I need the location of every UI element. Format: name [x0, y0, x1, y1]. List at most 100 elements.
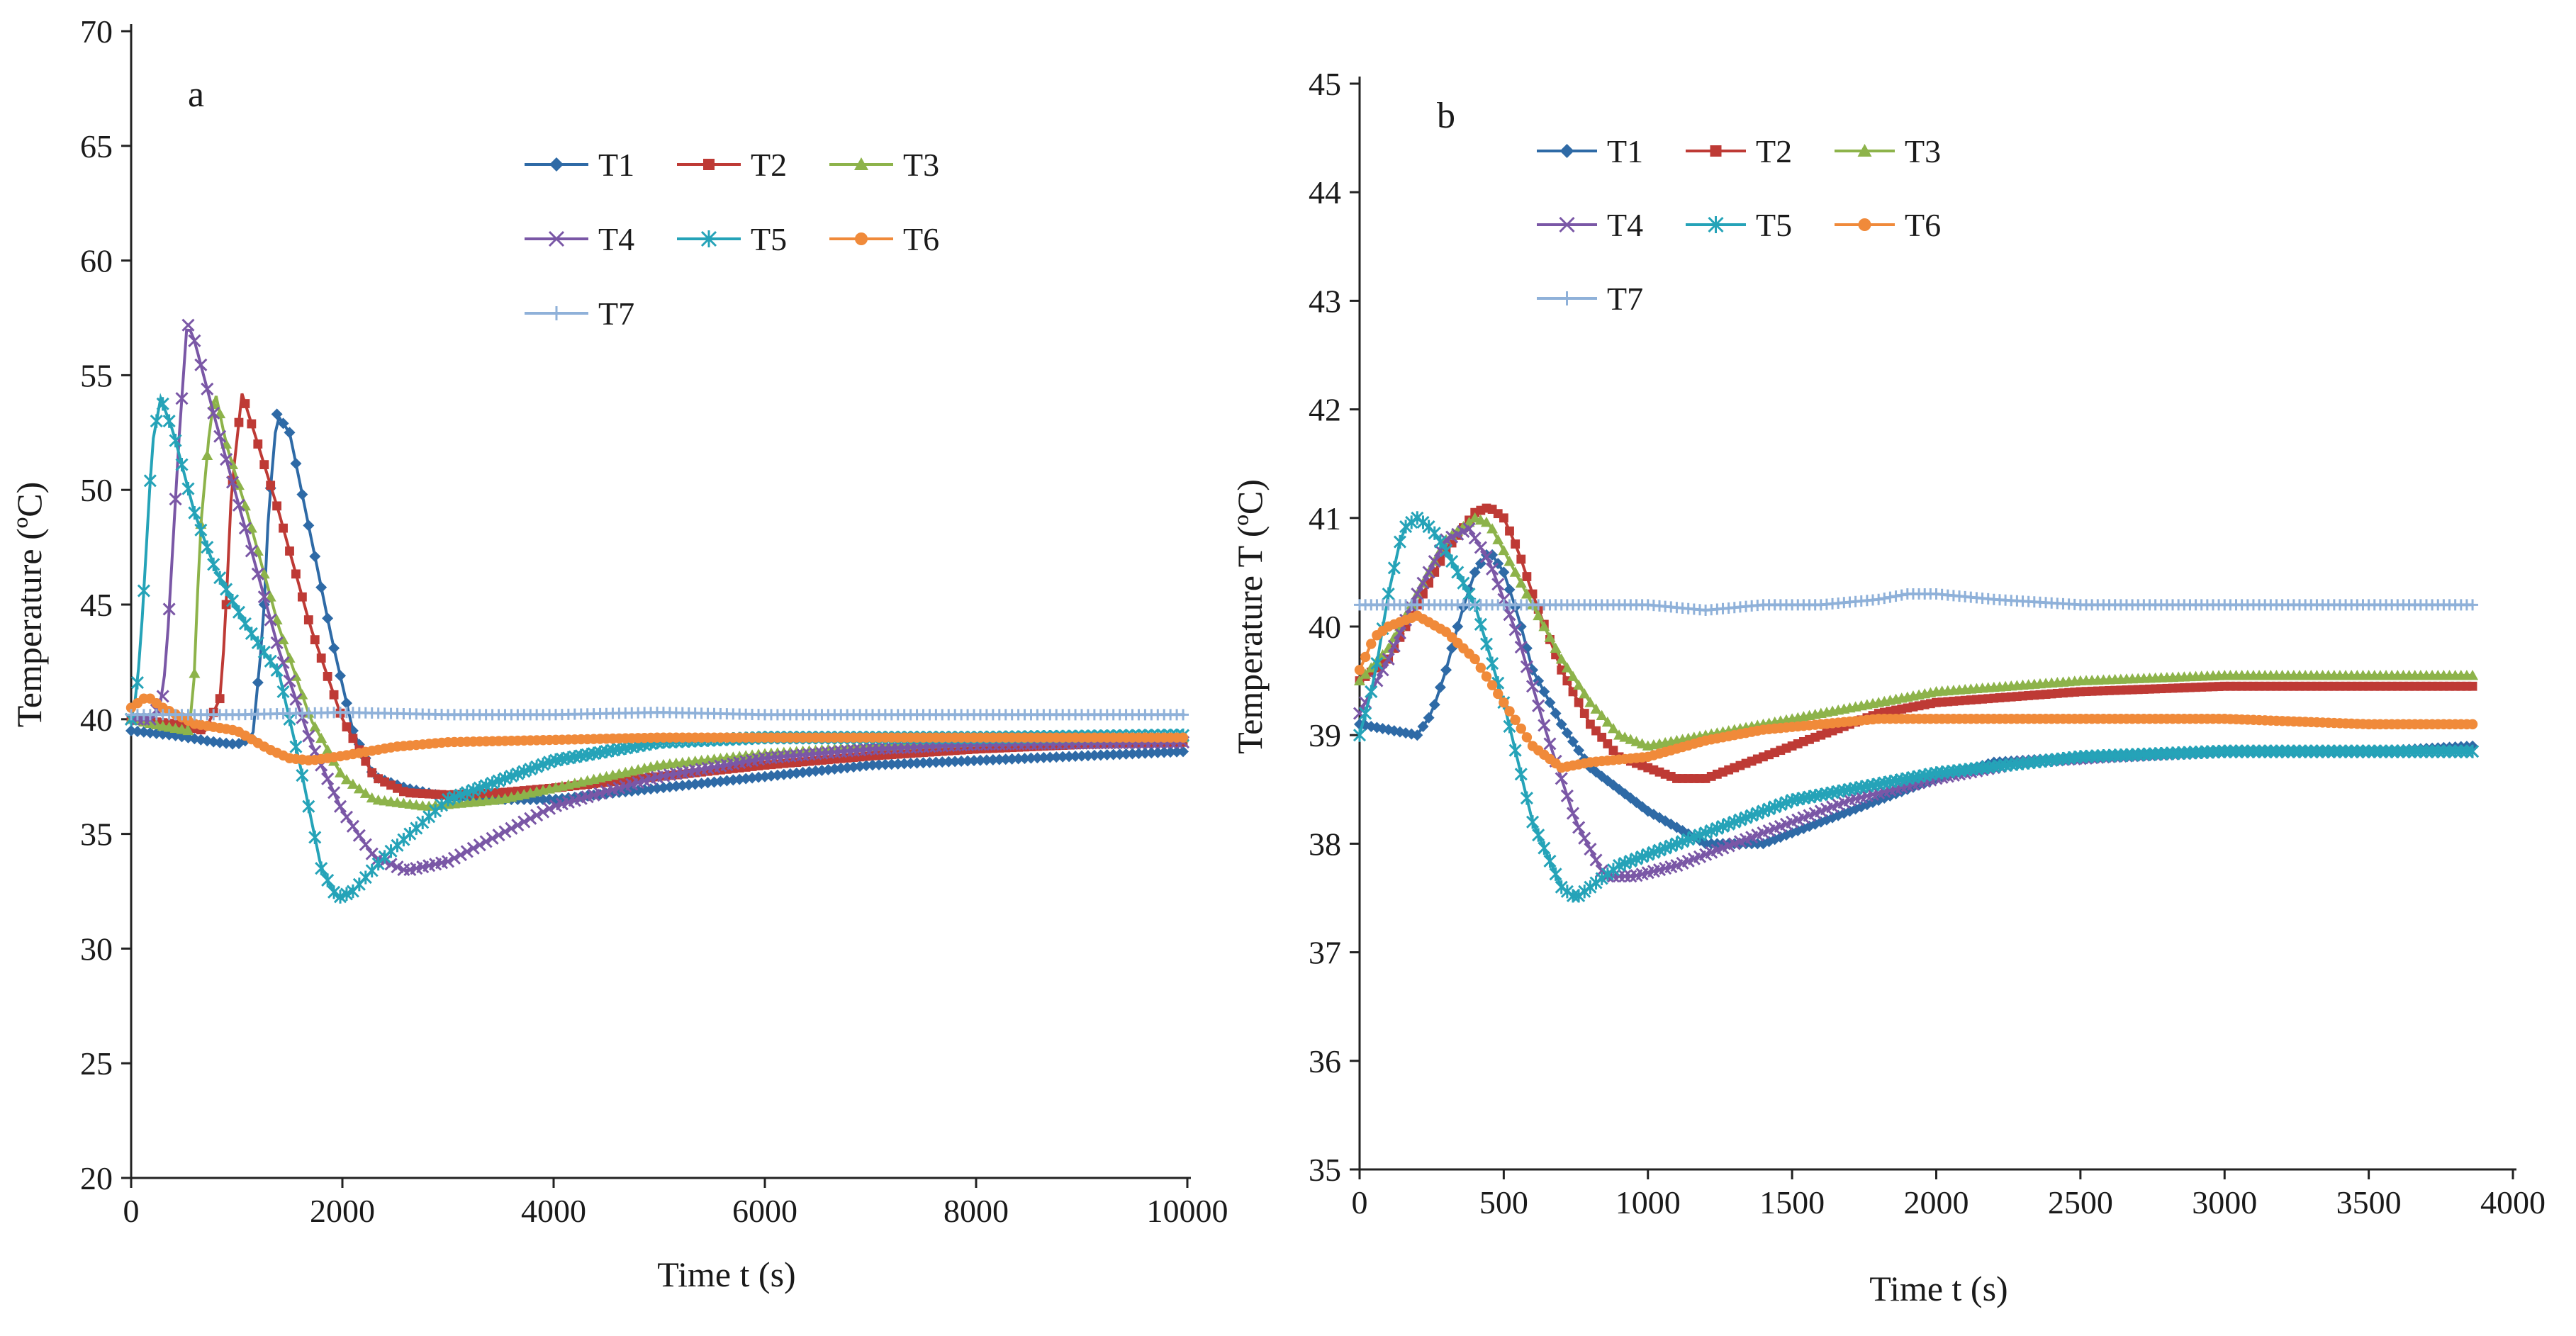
series-t4-marker [1520, 660, 1533, 673]
series-t6-marker [1481, 671, 1492, 682]
series-t5-marker [1387, 561, 1401, 575]
series-t3-marker [1555, 653, 1567, 664]
series-t4-marker [245, 544, 258, 558]
legend-item-t1: T1 [525, 147, 634, 183]
series-t4-marker [542, 802, 556, 815]
series-t5-marker [150, 414, 163, 428]
series-t6-marker [1354, 665, 1365, 675]
series-t4-marker [1572, 821, 1586, 834]
series-t5-marker [188, 505, 201, 520]
series-t4-marker [289, 692, 303, 706]
series-t5-marker [327, 885, 341, 899]
series-t5-marker [1543, 854, 1557, 868]
series-t1-marker [1573, 744, 1585, 756]
series-t1-marker [1044, 751, 1056, 763]
series-t4-marker [1503, 608, 1516, 622]
series-t5-marker [1538, 841, 1551, 855]
series-t1-marker [1038, 751, 1050, 763]
series-t1-marker [1423, 712, 1435, 724]
y-tick-label: 39 [1309, 717, 1341, 753]
series-t5-marker [1428, 526, 1441, 540]
x-axis-title: Time t (s) [1869, 1269, 2007, 1308]
series-t5-marker [1445, 554, 1459, 568]
series-t1-marker [930, 756, 942, 768]
series-t6-marker [1366, 639, 1377, 649]
series-t3-marker [277, 634, 289, 645]
series-t3-marker [1533, 610, 1545, 621]
series-t5-marker [156, 397, 169, 411]
series-t3-marker [252, 545, 264, 556]
series-t3-marker [1486, 523, 1499, 534]
series-t1-marker [993, 753, 1005, 765]
series-t5-marker [1370, 656, 1384, 670]
series-t3-marker [189, 668, 201, 678]
series-t3-marker [1567, 670, 1579, 681]
series-t5-line [130, 393, 1185, 900]
series-t5-marker [1439, 544, 1453, 558]
series-t6 [125, 693, 1189, 765]
series-t5-marker [1382, 587, 1395, 601]
series-t3-marker [1515, 577, 1527, 588]
y-tick-label: 40 [80, 702, 113, 738]
series-t2-marker [253, 439, 263, 449]
series-t2-marker [329, 690, 339, 700]
series-t4-marker [257, 590, 271, 604]
legend-label: T5 [751, 221, 787, 257]
series-t5-marker [137, 583, 150, 598]
series-t3-marker [1601, 716, 1613, 727]
series-t5-marker [220, 582, 233, 597]
series-t4-marker [188, 334, 201, 347]
series-t4-marker [1411, 587, 1424, 601]
y-tick-label: 35 [1309, 1152, 1341, 1188]
series-t5-marker [225, 594, 240, 608]
series-t4-marker [162, 602, 176, 616]
series-t6-marker [1504, 706, 1515, 717]
legend-item-t7: T7 [1537, 281, 1643, 317]
series-t4-marker [441, 855, 455, 868]
series-t7 [125, 707, 1189, 721]
series-t2-marker [303, 615, 313, 624]
series-t1-marker [1070, 750, 1082, 762]
series-t1-marker [866, 759, 878, 771]
series-t7 [1354, 588, 2479, 617]
series-t1-marker [892, 758, 904, 770]
series-t2-marker [285, 546, 294, 556]
series-t4-marker [1566, 807, 1580, 820]
series-t3-marker [366, 792, 378, 803]
series-t4-marker [327, 786, 341, 799]
series-t2-marker [1579, 709, 1589, 718]
series-t5-marker [1549, 867, 1562, 881]
series-t4-marker [1514, 641, 1528, 654]
series-t1-marker [537, 794, 549, 806]
series-t6-marker [1360, 651, 1371, 663]
series-t1-marker [999, 753, 1012, 765]
legend-item-t6: T6 [1835, 207, 1941, 243]
series-t5-marker [308, 830, 322, 845]
x-tick-label: 1500 [1759, 1184, 1825, 1220]
series-t4-marker [486, 831, 499, 845]
x-tick-label: 6000 [732, 1193, 797, 1229]
series-t5-marker [181, 481, 195, 496]
series-t3-marker [1492, 534, 1504, 544]
series-t1-marker [879, 758, 891, 770]
series-t1-marker [1411, 729, 1423, 741]
series-t4-marker [1538, 719, 1551, 732]
series-t1-marker [885, 758, 897, 770]
series-t1-marker [1120, 748, 1132, 760]
y-tick-label: 36 [1309, 1043, 1341, 1079]
series-t1-marker [905, 758, 917, 770]
legend-label: T3 [1905, 133, 1941, 169]
series-t3-marker [1503, 556, 1516, 566]
series-t4-marker [302, 729, 315, 743]
series-t1-marker [1177, 746, 1189, 758]
series-t1-marker [1114, 748, 1126, 760]
series-t6-marker [1516, 723, 1526, 734]
series-t5-marker [296, 768, 309, 782]
series-t1-marker [898, 758, 910, 770]
legend-swatch-marker [1559, 144, 1574, 158]
series-t5-marker [302, 799, 315, 814]
series-t4-marker [359, 838, 372, 851]
series-t4-marker [346, 819, 359, 833]
series-t2-marker [1505, 526, 1514, 536]
series-t2-marker [1499, 513, 1508, 523]
